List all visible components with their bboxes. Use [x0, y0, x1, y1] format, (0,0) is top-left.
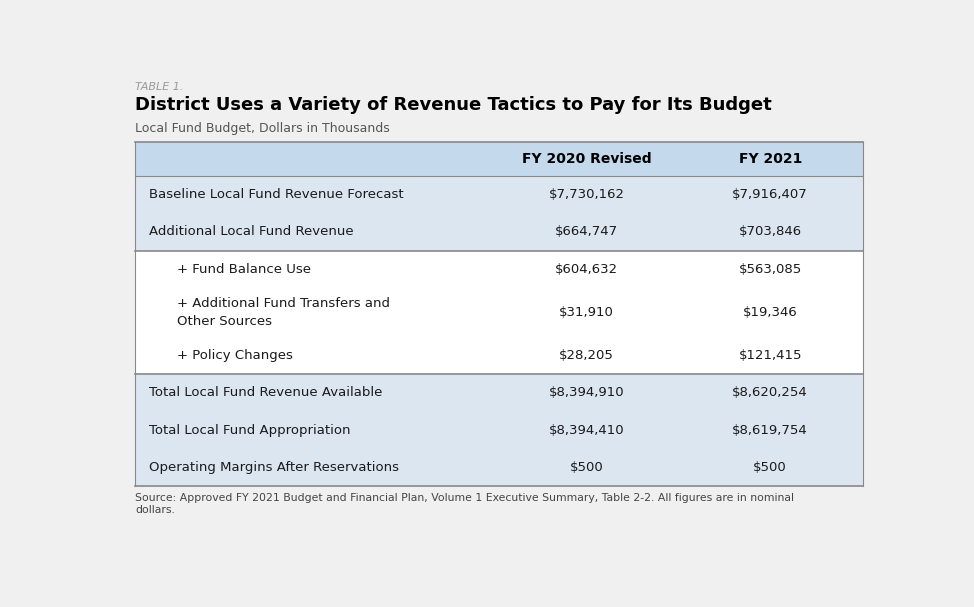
Text: $121,415: $121,415 [738, 349, 802, 362]
Text: Other Sources: Other Sources [177, 314, 272, 328]
Text: $31,910: $31,910 [559, 306, 614, 319]
Text: Total Local Fund Appropriation: Total Local Fund Appropriation [149, 424, 351, 437]
Text: + Policy Changes: + Policy Changes [177, 349, 293, 362]
Text: $703,846: $703,846 [738, 225, 802, 239]
Text: + Additional Fund Transfers and: + Additional Fund Transfers and [177, 297, 390, 310]
Text: $8,394,910: $8,394,910 [548, 387, 624, 399]
Text: $8,620,254: $8,620,254 [732, 387, 808, 399]
Bar [135, 337, 863, 374]
Text: Additional Local Fund Revenue: Additional Local Fund Revenue [149, 225, 354, 239]
Text: Local Fund Budget, Dollars in Thousands: Local Fund Budget, Dollars in Thousands [135, 122, 391, 135]
Text: $500: $500 [753, 461, 787, 474]
Text: Operating Margins After Reservations: Operating Margins After Reservations [149, 461, 399, 474]
Text: $28,205: $28,205 [559, 349, 614, 362]
Text: Source: Approved FY 2021 Budget and Financial Plan, Volume 1 Executive Summary, : Source: Approved FY 2021 Budget and Fina… [135, 493, 795, 515]
Text: $8,619,754: $8,619,754 [732, 424, 808, 437]
Text: $664,747: $664,747 [555, 225, 618, 239]
Bar [135, 175, 863, 213]
Text: TABLE 1.: TABLE 1. [135, 82, 184, 92]
Bar [135, 449, 863, 486]
Text: FY 2021: FY 2021 [738, 152, 802, 166]
Bar [135, 412, 863, 449]
Text: + Fund Balance Use: + Fund Balance Use [177, 263, 311, 276]
Text: $8,394,410: $8,394,410 [548, 424, 624, 437]
Bar [135, 213, 863, 251]
Bar [135, 142, 863, 175]
Text: FY 2020 Revised: FY 2020 Revised [522, 152, 652, 166]
Bar [135, 374, 863, 412]
Text: $604,632: $604,632 [555, 263, 618, 276]
Bar [135, 288, 863, 337]
Text: $7,730,162: $7,730,162 [548, 188, 624, 201]
Text: Baseline Local Fund Revenue Forecast: Baseline Local Fund Revenue Forecast [149, 188, 403, 201]
Text: $500: $500 [570, 461, 603, 474]
Text: $19,346: $19,346 [743, 306, 798, 319]
Text: $7,916,407: $7,916,407 [732, 188, 808, 201]
Bar [135, 251, 863, 288]
Text: $563,085: $563,085 [738, 263, 802, 276]
Text: District Uses a Variety of Revenue Tactics to Pay for Its Budget: District Uses a Variety of Revenue Tacti… [135, 97, 772, 114]
Text: Total Local Fund Revenue Available: Total Local Fund Revenue Available [149, 387, 383, 399]
